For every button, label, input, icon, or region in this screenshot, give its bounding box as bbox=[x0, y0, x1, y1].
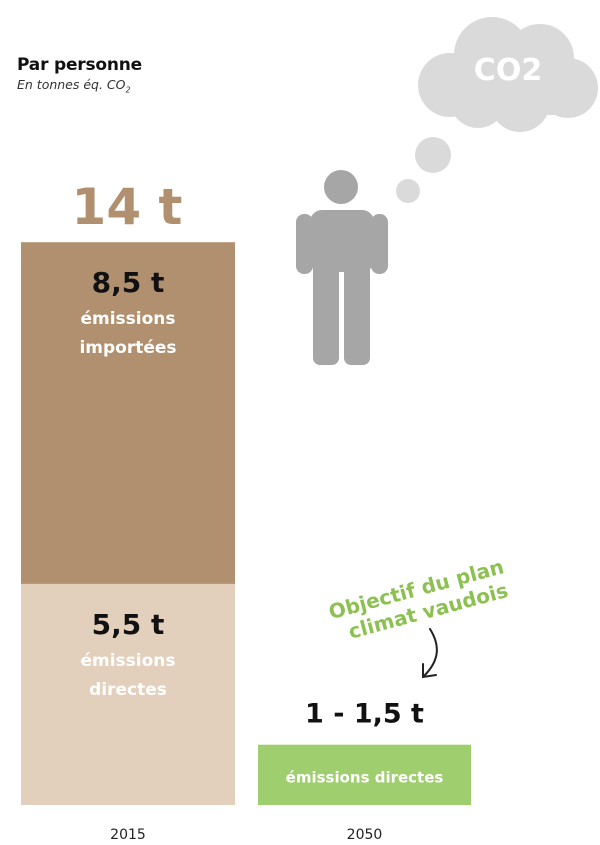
bar-segment-2015-0 bbox=[21, 583, 235, 805]
category-label-2015: 2015 bbox=[110, 827, 146, 843]
person-icon bbox=[296, 170, 388, 365]
chart-heading: Par personne En tonnes éq. CO2 bbox=[17, 55, 142, 95]
co2-cloud-label: CO2 bbox=[474, 53, 542, 88]
bar-segment-2015-1 bbox=[21, 242, 235, 584]
segment-label-2015-1-0: émissions bbox=[80, 309, 175, 329]
category-label-2050: 2050 bbox=[347, 827, 383, 843]
segment-label-2015-0-0: émissions bbox=[80, 651, 175, 671]
plan-objective-annotation: Objectif du plan climat vaudois bbox=[326, 554, 510, 643]
value-label-2015-1: 8,5 t bbox=[92, 266, 165, 299]
thought-bubble-small bbox=[396, 179, 420, 203]
thought-cloud: CO2 bbox=[396, 17, 598, 203]
total-label-2015: 14 t bbox=[72, 178, 183, 236]
value-label-2050-0: 1 - 1,5 t bbox=[305, 699, 424, 730]
chart-subtitle: En tonnes éq. CO2 bbox=[17, 77, 142, 95]
annotation-arrow-icon bbox=[422, 628, 438, 679]
segment-label-2015-0-1: directes bbox=[89, 680, 167, 700]
chart-title: Par personne bbox=[17, 55, 142, 75]
segment-label-2015-1-1: importées bbox=[79, 338, 176, 358]
value-label-2015-0: 5,5 t bbox=[92, 608, 165, 641]
subtitle-text: En tonnes éq. CO bbox=[17, 77, 126, 92]
co2-cloud-icon bbox=[418, 17, 598, 132]
subtitle-subscript: 2 bbox=[125, 85, 131, 95]
bar-segment-2050-0 bbox=[258, 744, 471, 805]
thought-bubble-medium bbox=[415, 137, 451, 173]
segment-label-2050-0-0: émissions directes bbox=[286, 769, 444, 787]
